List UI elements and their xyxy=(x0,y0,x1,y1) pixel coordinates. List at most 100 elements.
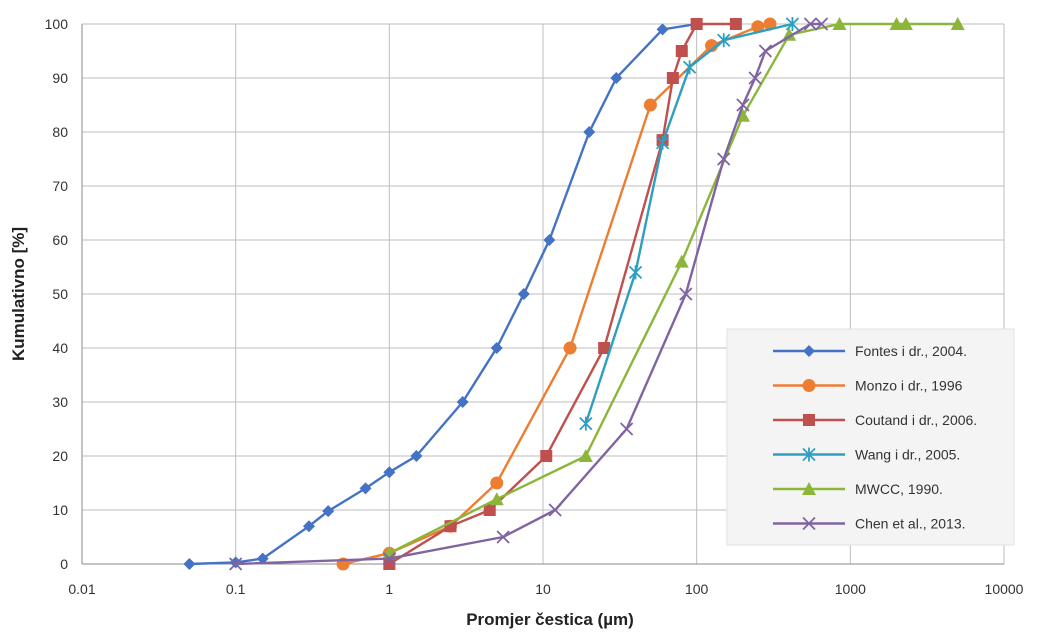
data-point xyxy=(229,556,242,569)
data-point xyxy=(717,33,731,48)
x-axis-title: Promjer čestica (µm) xyxy=(466,610,634,629)
data-point xyxy=(302,520,315,533)
x-tick-label: 100 xyxy=(685,581,709,597)
y-tick-label: 70 xyxy=(52,178,68,194)
data-point xyxy=(814,17,829,31)
series-line xyxy=(584,22,793,424)
data-point xyxy=(322,505,335,518)
series-5 xyxy=(382,17,965,560)
data-point xyxy=(610,72,623,84)
data-point xyxy=(563,341,577,355)
legend-item: Monzo i dr., 1996 xyxy=(773,378,963,394)
y-tick-label: 100 xyxy=(45,16,69,32)
data-point xyxy=(183,558,196,570)
legend-swatch-marker xyxy=(803,414,815,426)
x-tick-label: 10 xyxy=(535,581,551,597)
data-point xyxy=(758,44,773,58)
data-point xyxy=(382,551,396,566)
data-point xyxy=(729,18,742,30)
x-tick-label: 10000 xyxy=(985,581,1024,597)
legend-item: Fontes i dr., 2004. xyxy=(773,343,967,359)
legend-label: Wang i dr., 2005. xyxy=(855,447,960,463)
data-point xyxy=(655,135,670,150)
series-line xyxy=(189,22,697,566)
data-point xyxy=(736,98,750,112)
data-point xyxy=(898,17,913,30)
data-point xyxy=(578,449,593,462)
legend-label: Monzo i dr., 1996 xyxy=(855,378,963,394)
data-point xyxy=(489,492,504,506)
legend-item: Chen et al., 2013. xyxy=(773,516,966,532)
legend-label: MWCC, 1990. xyxy=(855,481,943,497)
data-point xyxy=(517,288,530,300)
y-tick-label: 40 xyxy=(52,340,68,356)
data-point xyxy=(682,60,697,75)
data-point xyxy=(717,152,731,166)
y-tick-label: 0 xyxy=(60,556,68,572)
data-point xyxy=(540,450,553,462)
data-point xyxy=(675,45,688,57)
y-tick-label: 80 xyxy=(52,124,68,140)
data-point xyxy=(705,39,719,53)
data-point xyxy=(889,17,904,30)
legend-item: Wang i dr., 2005. xyxy=(773,447,960,463)
axes: 0 10 20 30 40 50 60 70 80 90 100 0.01 0.1 1 10 100 1000 1… xyxy=(45,16,1024,597)
data-point xyxy=(598,342,611,354)
data-point xyxy=(643,98,657,112)
data-point xyxy=(735,108,750,122)
legend-label: Fontes i dr., 2004. xyxy=(855,343,967,359)
data-point xyxy=(256,552,269,565)
data-point xyxy=(666,72,679,84)
data-point xyxy=(679,287,693,301)
data-point xyxy=(548,503,562,517)
data-point xyxy=(490,476,504,490)
data-point xyxy=(656,23,669,36)
series-line xyxy=(235,22,822,566)
data-point xyxy=(628,265,643,280)
legend-swatch-marker xyxy=(802,379,816,392)
legend-swatch-marker xyxy=(802,482,816,495)
series-1 xyxy=(183,18,703,570)
legend-swatch-marker xyxy=(802,447,816,462)
series-group xyxy=(183,17,965,571)
data-point xyxy=(763,17,777,31)
legend-label: Coutand i dr., 2006. xyxy=(855,412,977,428)
x-tick-label: 1000 xyxy=(835,581,866,597)
data-point xyxy=(359,482,372,495)
data-point xyxy=(229,557,243,571)
data-point xyxy=(483,504,496,516)
legend-item: Coutand i dr., 2006. xyxy=(773,412,977,428)
data-point xyxy=(803,17,818,31)
y-tick-label: 90 xyxy=(52,70,68,86)
legend-box xyxy=(726,328,1015,546)
data-point xyxy=(751,20,765,34)
y-tick-label: 60 xyxy=(52,232,68,248)
y-tick-label: 30 xyxy=(52,394,68,410)
legend-swatch-marker xyxy=(803,345,815,357)
y-tick-label: 20 xyxy=(52,448,68,464)
data-point xyxy=(410,450,423,462)
data-point xyxy=(748,71,762,85)
legend: Fontes i dr., 2004. Monzo i dr., 1996 Cout… xyxy=(726,328,1015,546)
data-point xyxy=(579,416,593,431)
data-point xyxy=(832,17,847,30)
y-tick-label: 10 xyxy=(52,502,68,518)
series-6 xyxy=(229,17,829,571)
x-tick-label: 0.01 xyxy=(68,581,95,597)
series-4 xyxy=(579,17,800,431)
data-point xyxy=(490,342,503,354)
data-point xyxy=(690,18,703,30)
series-line xyxy=(388,22,736,566)
x-tick-label: 0.1 xyxy=(226,581,246,597)
data-point xyxy=(496,530,510,544)
y-axis-title: Kumulativno [%] xyxy=(9,227,28,361)
y-tick-label: 50 xyxy=(52,286,68,302)
data-point xyxy=(543,234,556,246)
legend-item: MWCC, 1990. xyxy=(773,481,943,497)
data-point xyxy=(583,126,596,138)
data-point xyxy=(619,422,634,436)
legend-label: Chen et al., 2013. xyxy=(855,516,966,532)
data-point xyxy=(456,396,469,408)
